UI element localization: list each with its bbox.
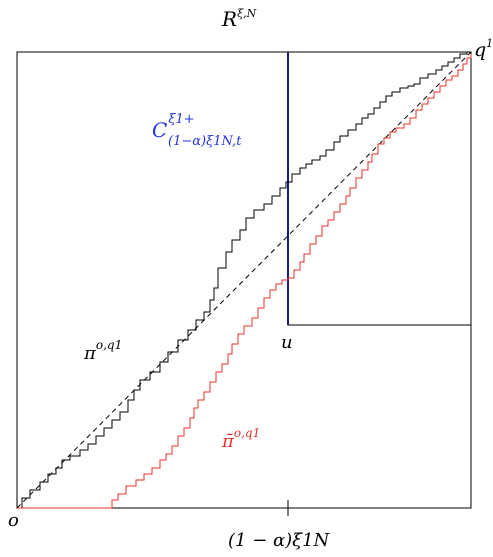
black-path-label: πo,q1 [83,338,122,364]
corner-label: u [281,332,293,353]
cell-label: Cξ1+ [152,112,195,142]
cell-subscript: (1−α)ξ1N,t [168,134,242,149]
red-path-pi-bar [17,54,472,509]
axis-tick-label: (1 − α)ξ1N [228,530,331,551]
region-label: Rξ,N [221,7,257,31]
endpoint-label: q1 [474,37,493,61]
red-path-label: π̄o,q1 [221,426,260,452]
origin-label: o [8,510,19,531]
inner-rectangle [287,51,472,326]
black-path-pi [17,51,471,509]
